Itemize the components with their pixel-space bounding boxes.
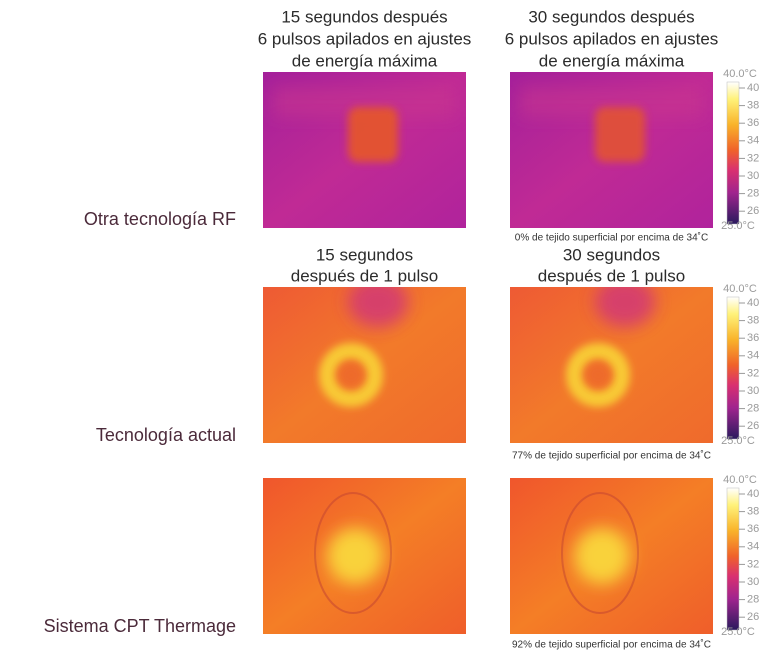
colorbar-tick-label: 28 [747, 188, 759, 200]
image-caption: 6 pulsos apilados en ajustes [258, 29, 472, 48]
colorbar-tick-label: 34 [747, 541, 759, 553]
thermal-content [263, 478, 466, 634]
cool-area [348, 287, 408, 327]
hot-spot [348, 107, 398, 162]
colorbar-tick-label: 32 [747, 367, 759, 379]
outline [314, 492, 392, 614]
image-caption: de energía máxima [539, 51, 685, 70]
colorbar-tick-label: 38 [747, 100, 759, 112]
hot-spot [327, 528, 383, 584]
colorbar-tick-label: 36 [747, 523, 759, 535]
thermal-content [510, 287, 713, 443]
thermal-content [263, 287, 466, 443]
hot-ring [566, 343, 630, 407]
ring-center [586, 363, 610, 387]
image-caption: 6 pulsos apilados en ajustes [505, 29, 719, 48]
colorbar-tick-label: 26 [747, 420, 759, 432]
image-caption: de energía máxima [292, 51, 438, 70]
colorbar-tick-label: 40 [747, 488, 759, 500]
hot-spot [595, 107, 645, 162]
thermal-image [263, 287, 466, 443]
ring-center [339, 363, 363, 387]
colorbar-min-label: 25.0°C [721, 220, 755, 232]
colorbar-tick-label: 26 [747, 611, 759, 623]
colorbar-min-label: 25.0°C [721, 626, 755, 638]
hot-spot [574, 528, 630, 584]
image-note: 92% de tejido superficial por encima de … [512, 639, 711, 651]
colorbar-tick-label: 34 [747, 135, 759, 147]
image-caption: 30 segundos [563, 245, 660, 264]
colorbar-tick-label: 26 [747, 205, 759, 217]
colorbar-tick-label: 30 [747, 170, 759, 182]
image-caption: después de 1 pulso [538, 266, 685, 285]
colorbar-tick-label: 36 [747, 117, 759, 129]
colorbar-min-label: 25.0°C [721, 435, 755, 447]
row-label: Otra tecnología RF [84, 209, 236, 229]
cool-area [595, 287, 655, 327]
image-caption: 15 segundos [316, 245, 413, 264]
image-note: 0% de tejido superficial por encima de 3… [515, 232, 708, 244]
colorbar-tick-label: 34 [747, 350, 759, 362]
colorbar-tick-label: 38 [747, 506, 759, 518]
colorbar [726, 487, 740, 631]
thermal-image [510, 72, 713, 228]
image-caption: 30 segundos después [528, 7, 694, 26]
colorbar-tick-label: 40 [747, 82, 759, 94]
image-note: 77% de tejido superficial por encima de … [512, 450, 711, 462]
thermal-content [510, 72, 713, 228]
colorbar-max-label: 40.0°C [723, 283, 757, 295]
thermal-image [263, 72, 466, 228]
row-label: Sistema CPT Thermage [44, 616, 236, 636]
colorbar-tick-label: 32 [747, 152, 759, 164]
colorbar-tick-label: 28 [747, 594, 759, 606]
colorbar-max-label: 40.0°C [723, 474, 757, 486]
colorbar-tick-label: 40 [747, 297, 759, 309]
outline [561, 492, 639, 614]
row-label: Tecnología actual [96, 425, 236, 445]
hot-ring [319, 343, 383, 407]
colorbar-tick-label: 30 [747, 385, 759, 397]
thermal-content [263, 72, 466, 228]
colorbar-tick-label: 28 [747, 403, 759, 415]
image-caption: 15 segundos después [281, 7, 447, 26]
thermal-image [510, 478, 713, 634]
colorbar [726, 296, 740, 440]
colorbar-max-label: 40.0°C [723, 68, 757, 80]
image-caption: después de 1 pulso [291, 266, 438, 285]
colorbar-tick-label: 30 [747, 576, 759, 588]
colorbar [726, 81, 740, 225]
colorbar-tick-label: 36 [747, 332, 759, 344]
colorbar-tick-label: 32 [747, 558, 759, 570]
thermal-image [510, 287, 713, 443]
thermal-image [263, 478, 466, 634]
colorbar-tick-label: 38 [747, 315, 759, 327]
thermal-content [510, 478, 713, 634]
